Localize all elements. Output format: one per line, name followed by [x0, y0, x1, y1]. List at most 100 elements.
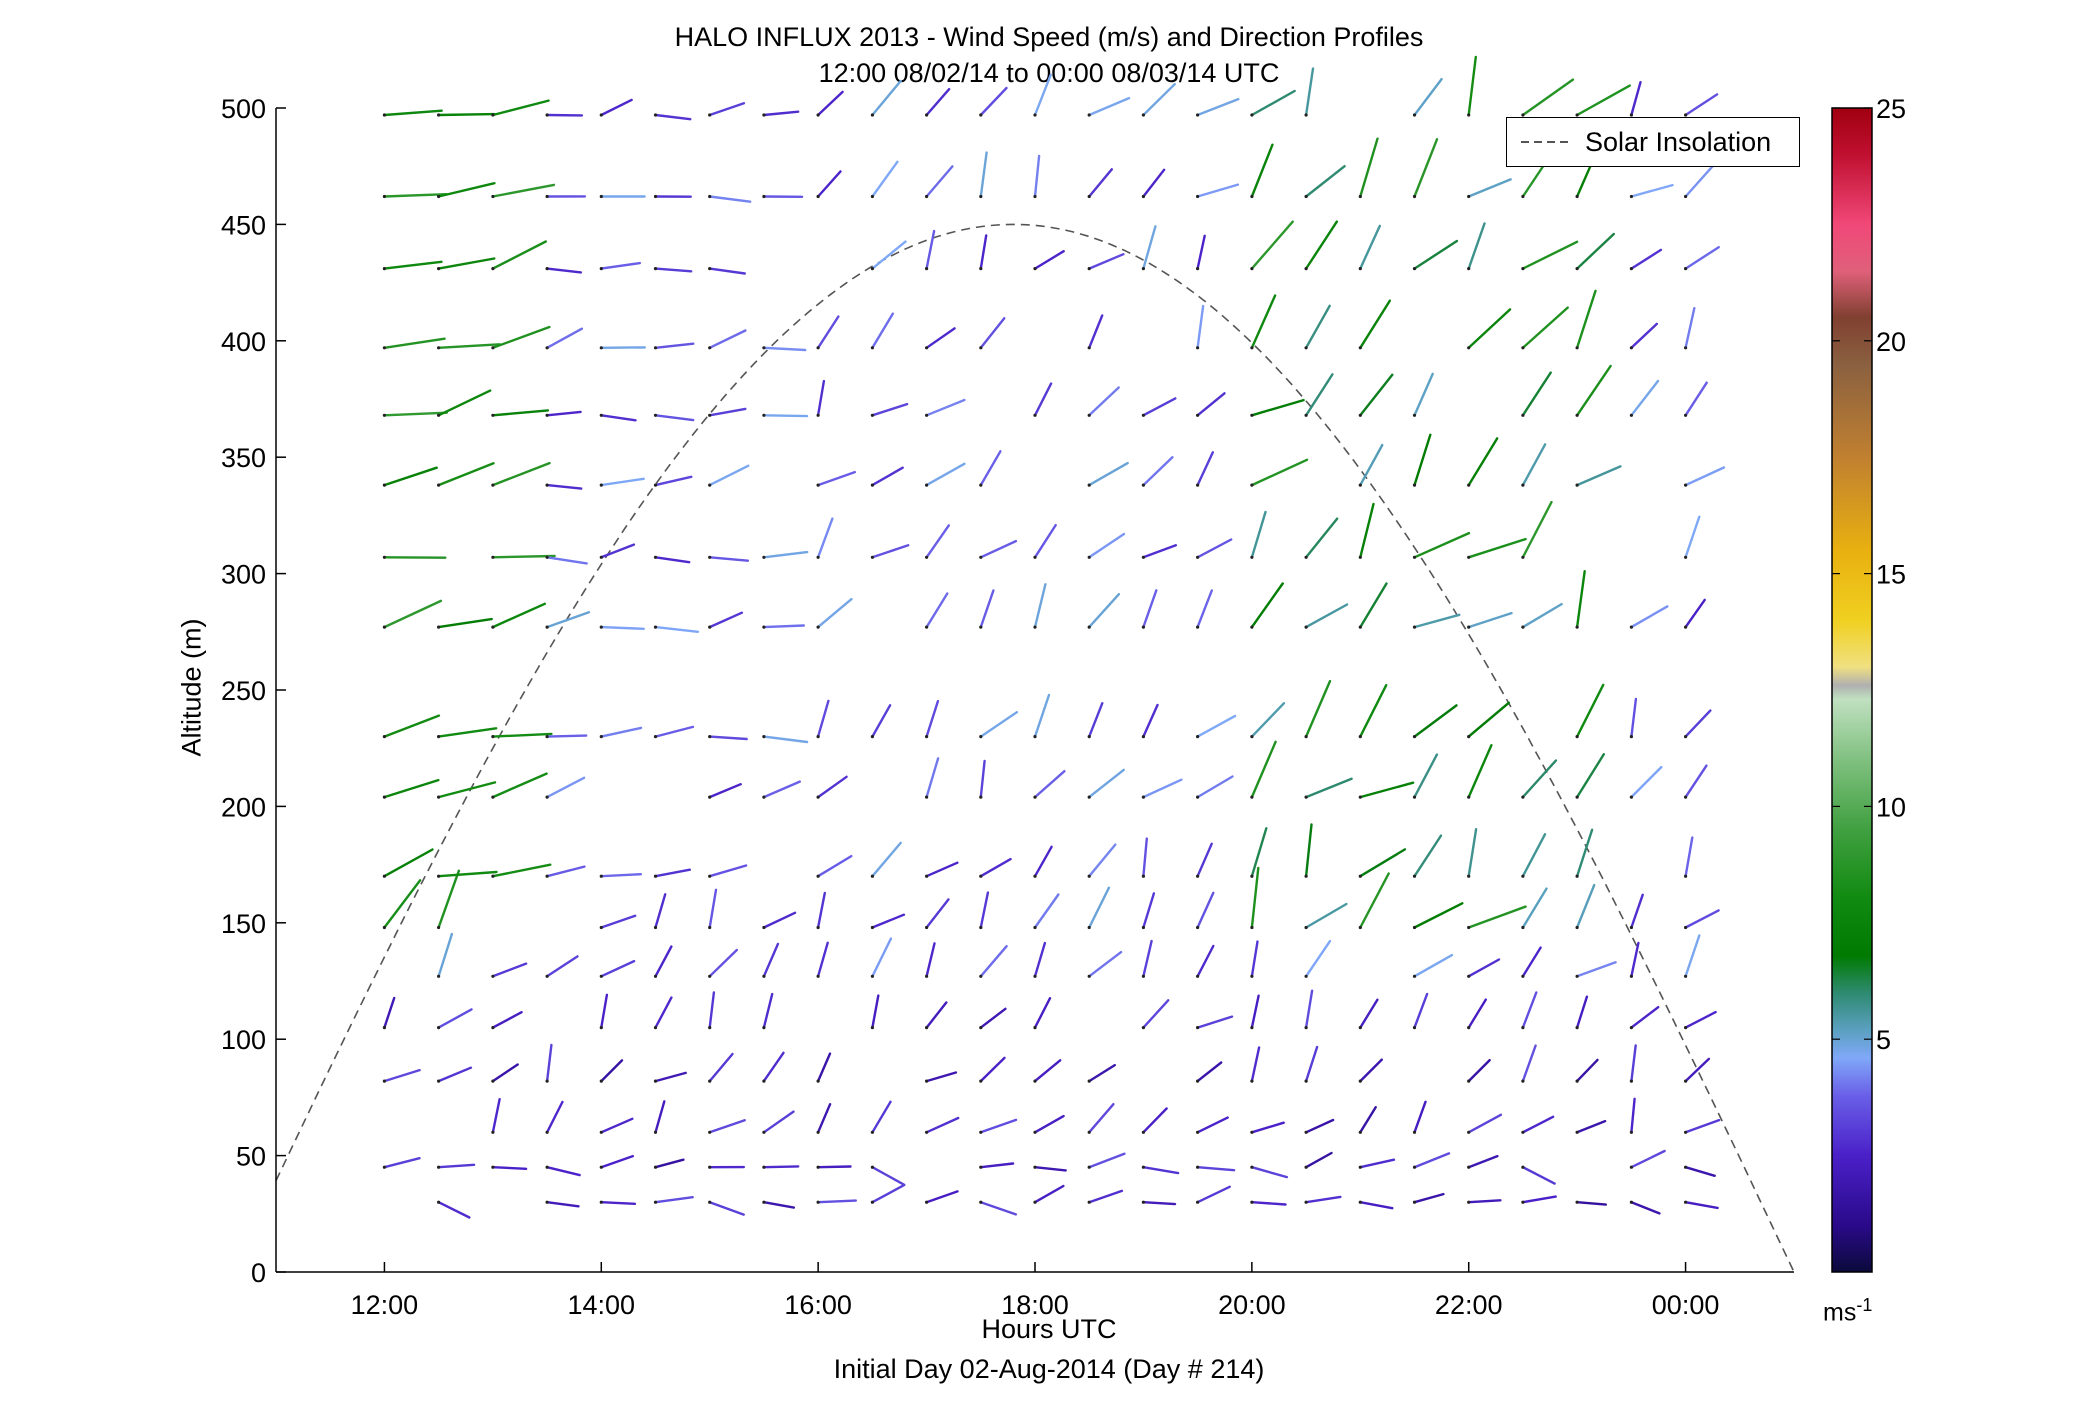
- wind-barb-dot: [1521, 1026, 1525, 1030]
- wind-barb: [654, 996, 673, 1029]
- wind-barb: [600, 261, 641, 270]
- wind-barb-dot: [1196, 974, 1200, 978]
- wind-barb: [1142, 999, 1170, 1029]
- wind-barb: [437, 781, 497, 799]
- wind-barb-dot: [816, 346, 820, 350]
- wind-barb: [1142, 892, 1156, 929]
- wind-barb: [1304, 1118, 1335, 1134]
- wind-barb-dot: [491, 974, 495, 978]
- wind-barb: [383, 466, 438, 487]
- wind-barb-dot: [1250, 974, 1254, 978]
- wind-barb: [654, 113, 692, 121]
- wind-barb: [1033, 1165, 1067, 1172]
- wind-barb-dot: [925, 346, 929, 350]
- wind-barb: [1359, 1105, 1377, 1134]
- wind-barb: [491, 1165, 528, 1171]
- wind-barb: [1033, 73, 1052, 117]
- wind-barb: [1359, 1058, 1384, 1083]
- wind-barb-dot: [1684, 974, 1688, 978]
- y-tick-label: 350: [221, 443, 266, 473]
- wind-barb: [600, 414, 637, 422]
- wind-barb: [1413, 834, 1443, 878]
- wind-barb-dot: [1141, 735, 1145, 739]
- wind-barb-dot: [925, 1130, 929, 1134]
- wind-barb: [1033, 1114, 1065, 1134]
- wind-barb: [545, 1100, 564, 1134]
- wind-barb-dot: [1250, 735, 1254, 739]
- wind-barb: [654, 945, 673, 978]
- wind-barb-dot: [491, 555, 495, 559]
- wind-barb: [1196, 451, 1215, 487]
- wind-barb: [437, 932, 454, 978]
- wind-barb-dot: [1196, 413, 1200, 417]
- y-tick-label: 50: [236, 1142, 266, 1172]
- wind-barb-dot: [1087, 925, 1091, 930]
- wind-barb: [654, 893, 667, 929]
- wind-barb: [491, 409, 550, 417]
- wind-barb-dot: [437, 267, 441, 271]
- colorbar-tick-label: 25: [1876, 94, 1906, 124]
- wind-barb: [1684, 515, 1701, 559]
- wind-barb-dot: [925, 1026, 929, 1030]
- wind-barb-dot: [979, 925, 983, 930]
- wind-barb-dot: [925, 413, 929, 417]
- wind-barb: [1575, 364, 1612, 417]
- wind-barb-dot: [1629, 1026, 1633, 1030]
- wind-barb-dot: [708, 194, 712, 199]
- wind-barb: [979, 1118, 1018, 1134]
- wind-barb-dot: [762, 1200, 766, 1204]
- wind-barb-dot: [1684, 625, 1688, 629]
- wind-barb: [1575, 883, 1596, 929]
- wind-barb: [1142, 82, 1176, 117]
- wind-barb: [708, 1052, 734, 1083]
- wind-barb: [437, 617, 493, 629]
- wind-barb-dot: [491, 413, 495, 417]
- wind-barb-dot: [870, 413, 875, 417]
- y-tick-label: 500: [221, 94, 266, 124]
- wind-barb: [654, 1195, 694, 1204]
- wind-barb: [383, 714, 441, 738]
- wind-barb: [1467, 1199, 1502, 1204]
- wind-barb: [1142, 939, 1153, 978]
- wind-barb: [600, 1117, 634, 1134]
- wind-barb-dot: [1521, 346, 1525, 350]
- wind-barb: [1467, 744, 1493, 799]
- wind-barb-dot: [925, 795, 929, 799]
- x-tick-label: 12:00: [351, 1290, 419, 1320]
- wind-barb: [1196, 891, 1215, 929]
- wind-barb-dot: [1358, 1165, 1362, 1169]
- wind-barb-dot: [762, 1079, 766, 1083]
- wind-barb-dot: [599, 1079, 603, 1083]
- wind-barb-dot: [1412, 1165, 1417, 1169]
- wind-barb-dot: [491, 625, 495, 629]
- wind-barb-dot: [1358, 267, 1362, 271]
- wind-barb-dot: [1521, 267, 1525, 271]
- wind-barb: [1142, 1165, 1180, 1175]
- wind-barb-dot: [1575, 1130, 1579, 1134]
- wind-barb: [925, 462, 966, 487]
- wind-barb-dot: [925, 113, 929, 117]
- wind-barb: [708, 267, 746, 275]
- wind-barb: [1304, 902, 1348, 929]
- wind-barb-dot: [1629, 925, 1633, 930]
- wind-barb: [1575, 1119, 1607, 1134]
- wind-barb: [1087, 1063, 1117, 1083]
- wind-barb-dot: [1684, 1130, 1688, 1134]
- wind-barb-dot: [382, 346, 386, 350]
- wind-barbs: [382, 55, 1726, 1219]
- wind-barb-dot: [1087, 113, 1091, 117]
- wind-barb: [437, 1066, 473, 1083]
- wind-barb-dot: [382, 735, 386, 739]
- wind-barb: [1196, 304, 1205, 349]
- wind-barb-dot: [1467, 874, 1471, 878]
- wind-barb-dot: [1412, 974, 1417, 978]
- wind-barb: [654, 414, 695, 422]
- wind-barb-dot: [1250, 113, 1254, 117]
- wind-barb: [491, 732, 553, 738]
- wind-barb-dot: [1412, 113, 1417, 117]
- wind-barb: [816, 775, 848, 799]
- wind-barb-dot: [1141, 194, 1145, 199]
- wind-barb-dot: [491, 1165, 495, 1169]
- wind-barb: [383, 778, 440, 799]
- wind-barb: [1630, 697, 1638, 738]
